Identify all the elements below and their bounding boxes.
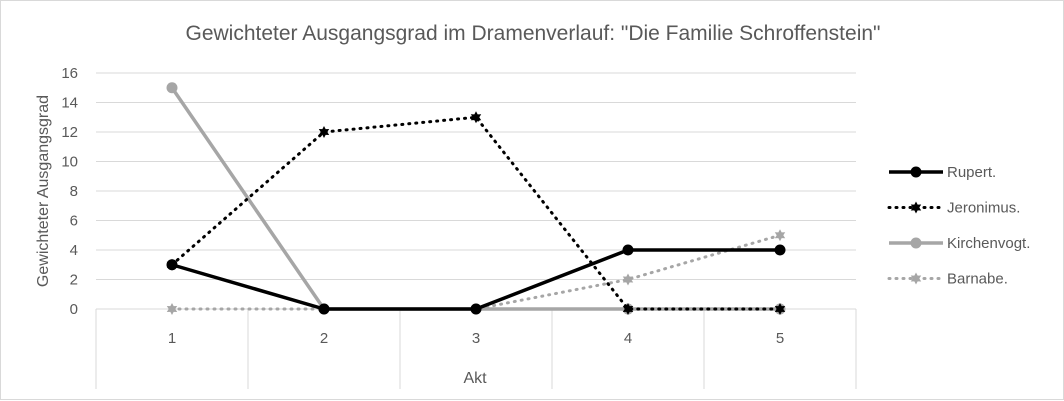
legend-swatch-marker [910,201,922,214]
series-lines [166,82,786,315]
y-axis-label: Gewichteter Ausgangsgrad [35,95,52,287]
legend-label: Kirchenvogt. [947,235,1030,252]
data-point [166,259,178,271]
data-point [470,303,482,315]
x-tick-label: 2 [320,330,328,347]
data-point [622,273,634,286]
legend-swatch-marker [910,237,922,249]
series-line [170,115,782,311]
x-tick-label: 1 [168,330,176,347]
series-line [170,233,782,311]
legend-swatch-marker [910,272,922,285]
y-tick-label: 6 [70,213,78,230]
legend-label: Barnabe. [947,271,1008,288]
data-point [470,111,482,124]
data-point [622,303,634,315]
data-point [166,82,178,94]
x-tick-label: 5 [776,330,784,347]
data-point [774,244,786,256]
data-point [166,303,178,315]
legend-label: Rupert. [947,164,996,181]
legend: Rupert. Jeronimus. Kirchenvogt. Barnabe. [887,164,1030,288]
x-tick-label: 3 [472,330,480,347]
data-point [318,303,330,315]
y-tick-label: 4 [70,242,78,259]
legend-item: Jeronimus. [887,200,1020,217]
legend-item: Rupert. [889,164,996,181]
data-point [622,244,634,256]
data-point [318,126,330,138]
legend-item: Barnabe. [887,271,1008,288]
series-rupert [166,244,786,315]
legend-swatch-marker [910,166,922,178]
y-tick-label: 14 [61,95,78,112]
y-tick-label: 8 [70,183,78,200]
gridlines [96,72,856,310]
legend-item: Kirchenvogt. [889,235,1030,252]
y-tick-label: 12 [61,124,78,141]
legend-label: Jeronimus. [947,200,1020,217]
data-point [774,303,786,315]
x-tick-label: 4 [624,330,632,347]
chart-title: Gewichteter Ausgangsgrad im Dramenverlau… [186,22,881,45]
series-barnabe [166,229,786,315]
y-tick-label: 0 [70,301,78,318]
y-tick-label: 16 [61,65,78,82]
y-tick-label: 10 [61,154,78,171]
data-point [774,229,786,242]
y-tick-label: 2 [70,272,78,289]
x-axis-label: Akt [463,370,487,387]
